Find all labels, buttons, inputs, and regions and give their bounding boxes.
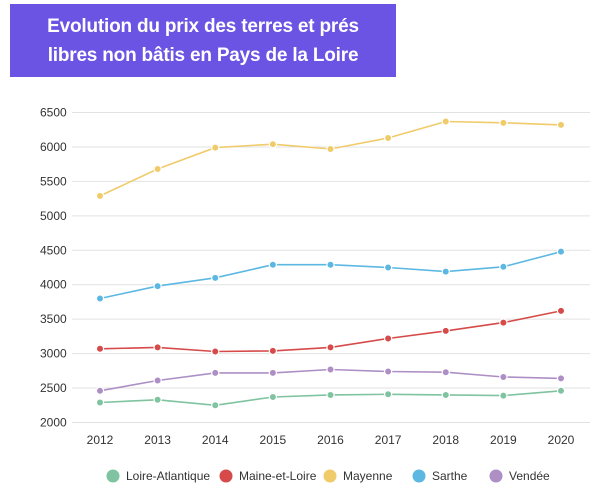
data-point-2-2 xyxy=(211,143,220,152)
data-point-3-7 xyxy=(499,262,508,272)
y-tick-label-2000: 2000 xyxy=(40,416,67,430)
x-tick-label-2012: 2012 xyxy=(87,433,114,447)
data-point-1-5 xyxy=(383,334,393,343)
data-point-3-8 xyxy=(556,247,566,256)
data-point-1-3 xyxy=(268,346,278,356)
data-point-0-1 xyxy=(153,395,162,404)
x-tick-label-2019: 2019 xyxy=(490,433,517,447)
x-tick-label-2013: 2013 xyxy=(144,433,171,447)
title-line-2: libres non bâtis en Pays de la Loire xyxy=(47,44,359,66)
legend-label-0: Loire-Atlantique xyxy=(126,469,210,483)
data-point-4-8 xyxy=(556,374,566,383)
legend-label-4: Vendée xyxy=(509,469,550,483)
legend-marker-4 xyxy=(489,469,503,483)
data-point-4-4 xyxy=(326,365,335,374)
data-point-1-8 xyxy=(556,306,566,316)
legend-marker-1 xyxy=(219,469,233,483)
data-point-3-6 xyxy=(441,267,450,276)
data-point-0-5 xyxy=(383,390,393,399)
title-banner: Evolution du prix des terres et prés lib… xyxy=(10,4,396,77)
series-line-3 xyxy=(99,250,562,300)
x-tick-label-2020: 2020 xyxy=(548,433,575,447)
legend-marker-2 xyxy=(323,469,337,483)
data-point-3-1 xyxy=(153,281,162,291)
data-point-2-4 xyxy=(326,144,335,154)
data-point-1-0 xyxy=(95,344,105,353)
series-line-2 xyxy=(99,120,562,197)
data-point-0-0 xyxy=(95,398,105,407)
title-line-1: Evolution du prix des terres et prés xyxy=(47,15,359,37)
data-point-4-3 xyxy=(268,368,278,378)
y-tick-label-5500: 5500 xyxy=(40,174,67,188)
x-tick-label-2017: 2017 xyxy=(375,433,402,447)
data-point-4-1 xyxy=(153,376,162,385)
x-tick-label-2015: 2015 xyxy=(260,433,287,447)
data-point-2-6 xyxy=(441,117,450,126)
data-point-0-8 xyxy=(556,386,566,396)
x-tick-label-2016: 2016 xyxy=(317,433,344,447)
legend-marker-0 xyxy=(106,469,120,483)
y-tick-label-6000: 6000 xyxy=(40,140,67,154)
y-tick-label-2500: 2500 xyxy=(40,381,67,395)
data-point-2-7 xyxy=(499,118,508,128)
legend-label-3: Sarthe xyxy=(432,469,468,483)
data-point-1-7 xyxy=(499,318,508,327)
data-point-4-0 xyxy=(95,386,105,396)
data-point-3-0 xyxy=(95,294,105,303)
y-tick-label-5000: 5000 xyxy=(40,209,67,223)
data-point-2-1 xyxy=(153,164,162,174)
data-point-2-0 xyxy=(95,191,105,201)
legend-marker-3 xyxy=(412,469,426,483)
data-point-3-5 xyxy=(383,263,393,272)
y-tick-label-4500: 4500 xyxy=(40,243,67,257)
data-point-2-3 xyxy=(268,139,278,149)
data-point-2-8 xyxy=(556,120,566,130)
data-point-4-6 xyxy=(441,368,450,377)
x-tick-label-2018: 2018 xyxy=(432,433,459,447)
data-point-0-4 xyxy=(326,390,335,400)
y-tick-label-6500: 6500 xyxy=(40,106,67,120)
data-point-1-6 xyxy=(441,326,450,336)
data-point-3-3 xyxy=(268,260,278,269)
data-point-2-5 xyxy=(383,133,393,143)
data-point-0-2 xyxy=(211,401,220,410)
data-point-0-3 xyxy=(268,392,278,402)
data-point-4-5 xyxy=(383,367,393,376)
y-tick-label-3500: 3500 xyxy=(40,312,67,326)
y-tick-label-4000: 4000 xyxy=(40,278,67,292)
y-tick-label-3000: 3000 xyxy=(40,347,67,361)
legend-label-1: Maine-et-Loire xyxy=(239,469,317,483)
data-point-1-2 xyxy=(211,347,220,356)
data-point-3-2 xyxy=(211,273,220,283)
data-point-1-4 xyxy=(326,343,335,352)
data-point-4-2 xyxy=(211,368,220,378)
x-tick-label-2014: 2014 xyxy=(202,433,229,447)
data-point-1-1 xyxy=(153,343,162,352)
data-point-4-7 xyxy=(499,372,508,382)
legend-label-2: Mayenne xyxy=(343,469,393,483)
data-point-3-4 xyxy=(326,260,335,269)
data-point-0-6 xyxy=(441,390,450,400)
data-point-0-7 xyxy=(499,391,508,400)
